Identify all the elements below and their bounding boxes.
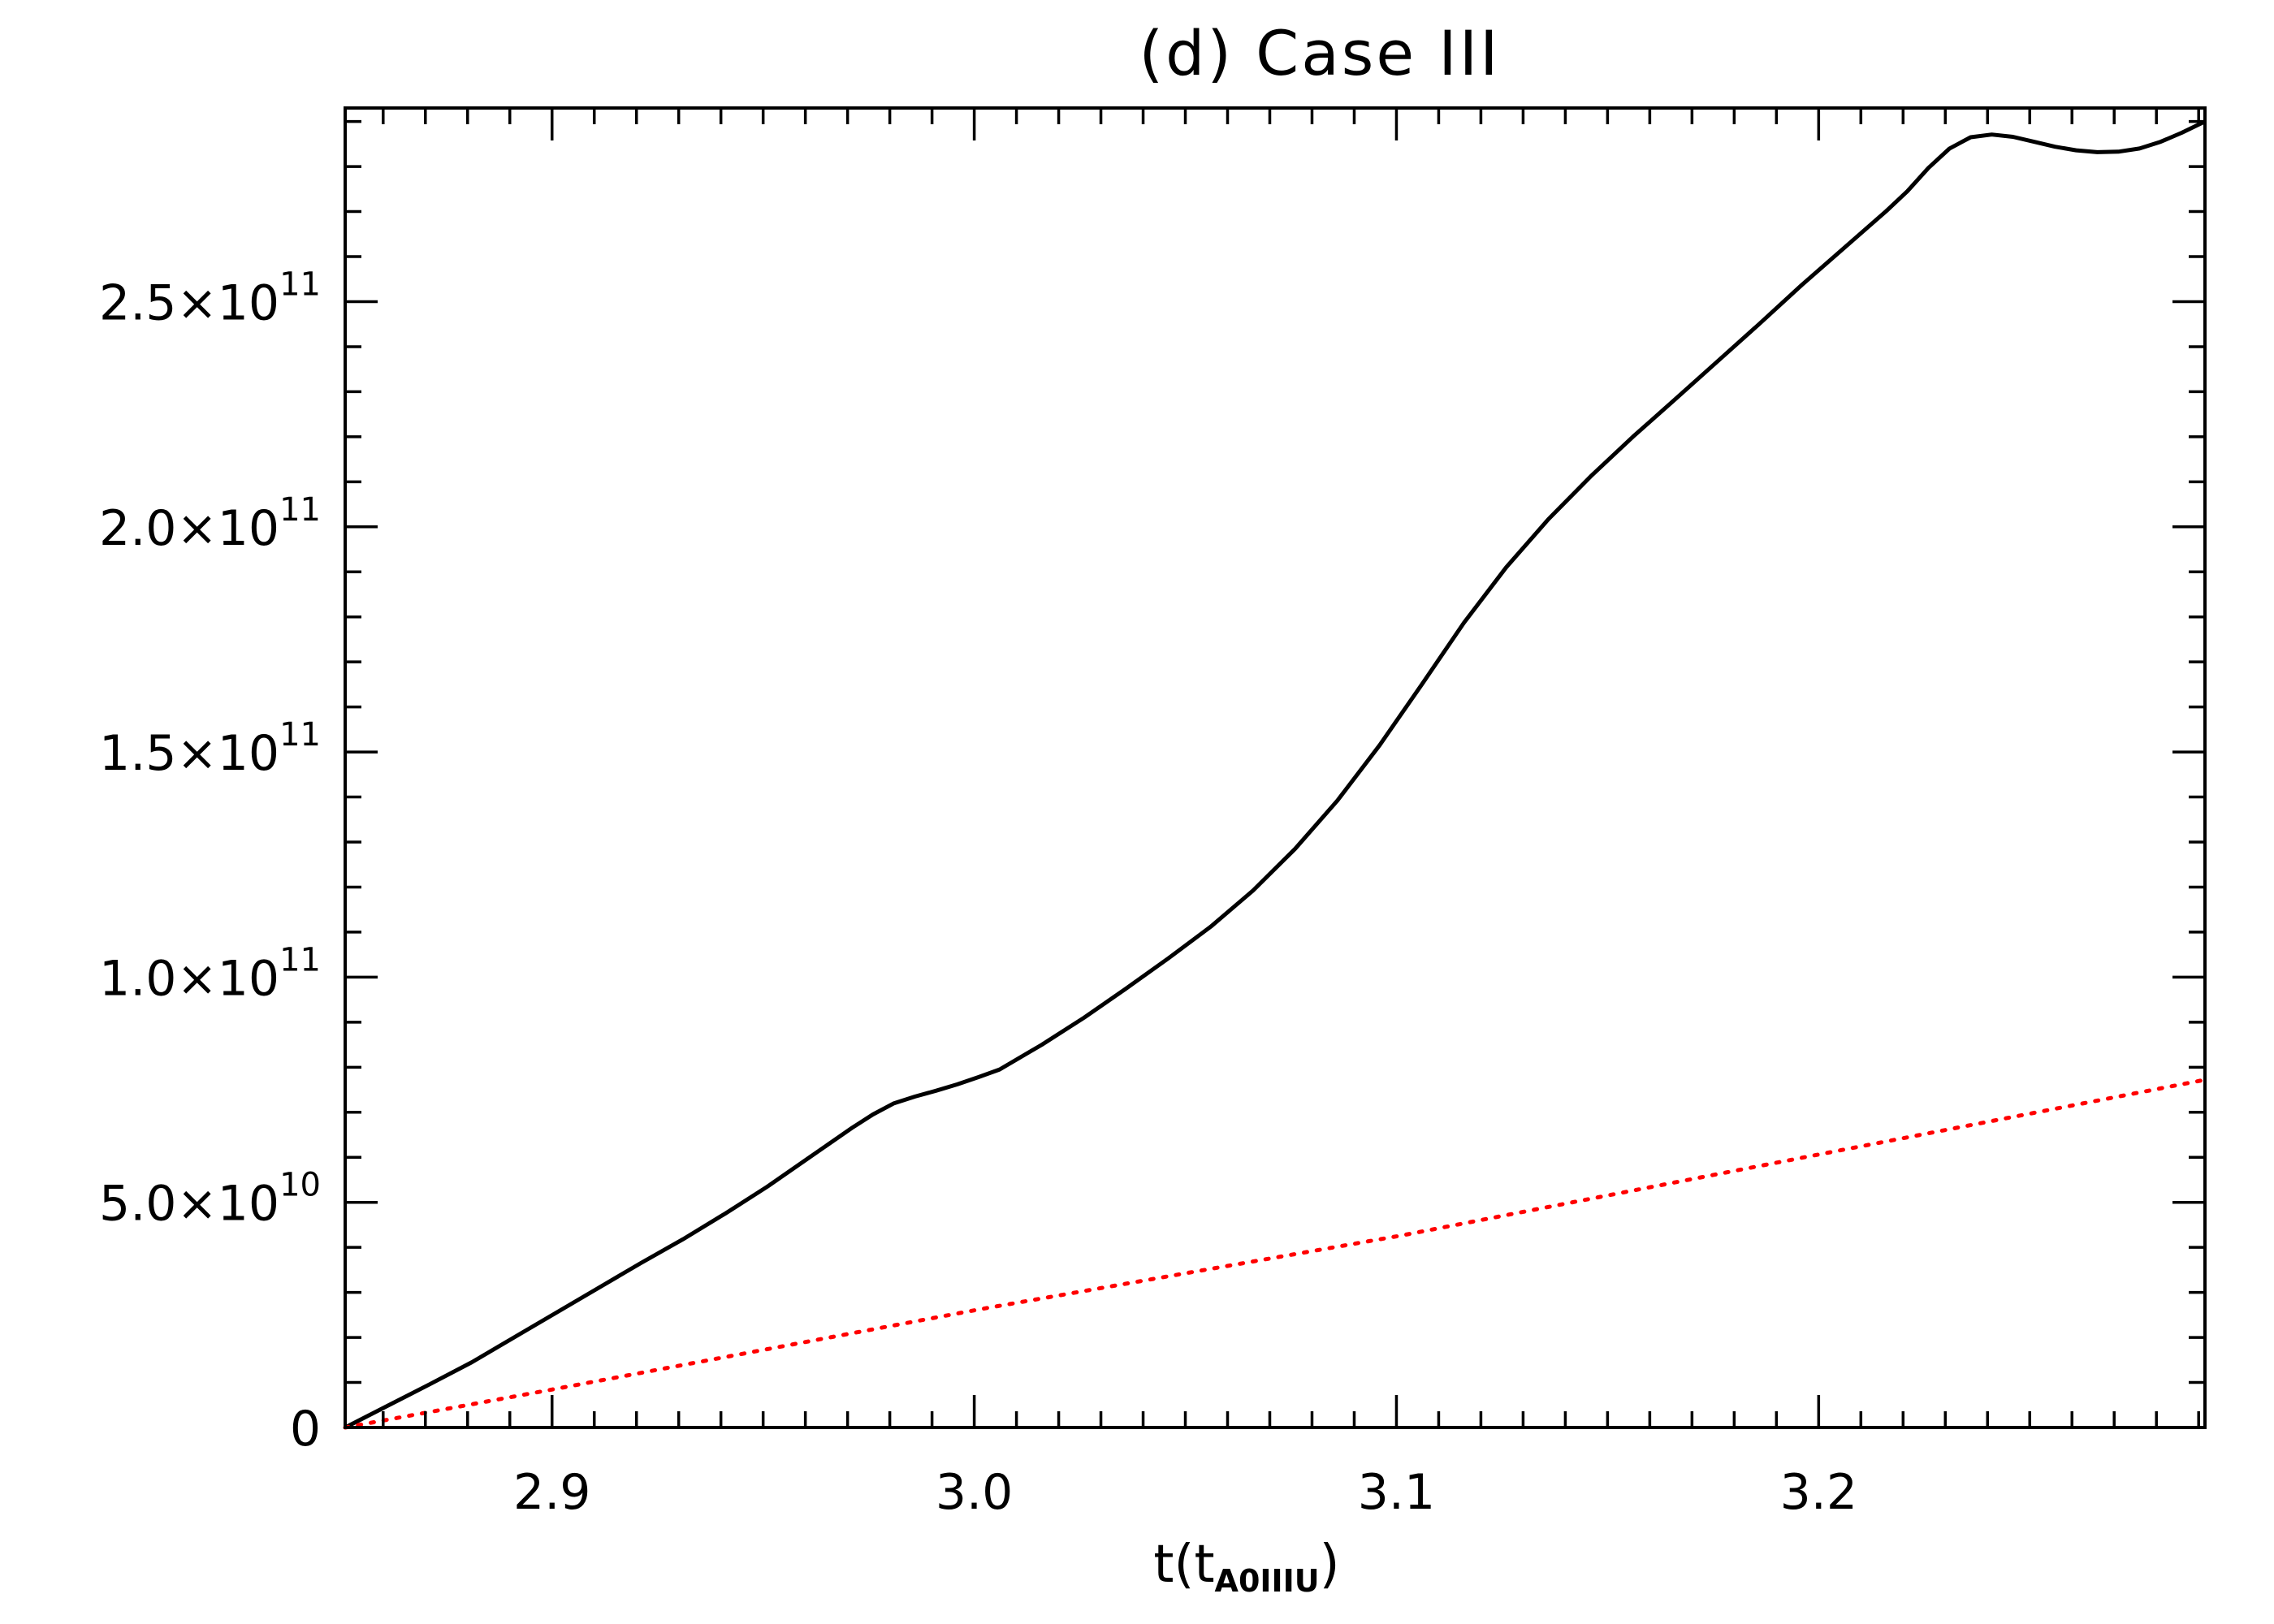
series-line-1 xyxy=(344,119,2207,1430)
y-tick-mantissa: 2.5×10 xyxy=(99,274,279,331)
y-tick-mantissa: 0 xyxy=(290,1401,321,1458)
y-tick-label: 5.0×1010 xyxy=(99,1167,321,1233)
axes xyxy=(344,106,2207,1429)
y-tick-exponent: 11 xyxy=(279,716,321,754)
x-tick-label: 3.1 xyxy=(1358,1464,1435,1521)
y-tick-mantissa: 1.5×10 xyxy=(99,725,279,782)
plot-marks xyxy=(343,119,2207,1430)
chart-title: (d) Case III xyxy=(1139,17,1500,89)
tick-labels: 2.9 3.0 3.1 3.205.0×10101.0×10111.5×10112.0… xyxy=(99,266,1857,1521)
y-tick-exponent: 11 xyxy=(279,266,321,303)
y-tick-mantissa: 5.0×10 xyxy=(99,1176,279,1233)
y-tick-exponent: 10 xyxy=(279,1167,321,1204)
x-axis-label-close: ) xyxy=(1320,1535,1340,1595)
y-tick-mantissa: 2.0×10 xyxy=(99,500,279,557)
x-tick-label: 3.2 xyxy=(1780,1464,1857,1521)
series-line-2 xyxy=(343,1078,2207,1430)
y-tick-label: 2.0×1011 xyxy=(99,491,321,557)
y-tick-label: 1.0×1011 xyxy=(99,941,321,1007)
plot-frame xyxy=(344,106,2207,1429)
y-tick-exponent: 11 xyxy=(279,941,321,978)
y-tick-label: 2.5×1011 xyxy=(99,266,321,331)
x-axis-label-main: t(t xyxy=(1153,1535,1214,1595)
y-tick-mantissa: 1.0×10 xyxy=(99,950,279,1007)
x-tick-label: 3.0 xyxy=(936,1464,1013,1521)
x-axis-label: t(tA0IIIU) xyxy=(1153,1535,1339,1599)
x-tick-label: 2.9 xyxy=(513,1464,590,1521)
y-tick-exponent: 11 xyxy=(279,491,321,529)
x-axis-label-subscript: A0IIIU xyxy=(1215,1563,1320,1599)
y-tick-label: 0 xyxy=(290,1401,321,1458)
y-tick-label: 1.5×1011 xyxy=(99,716,321,782)
